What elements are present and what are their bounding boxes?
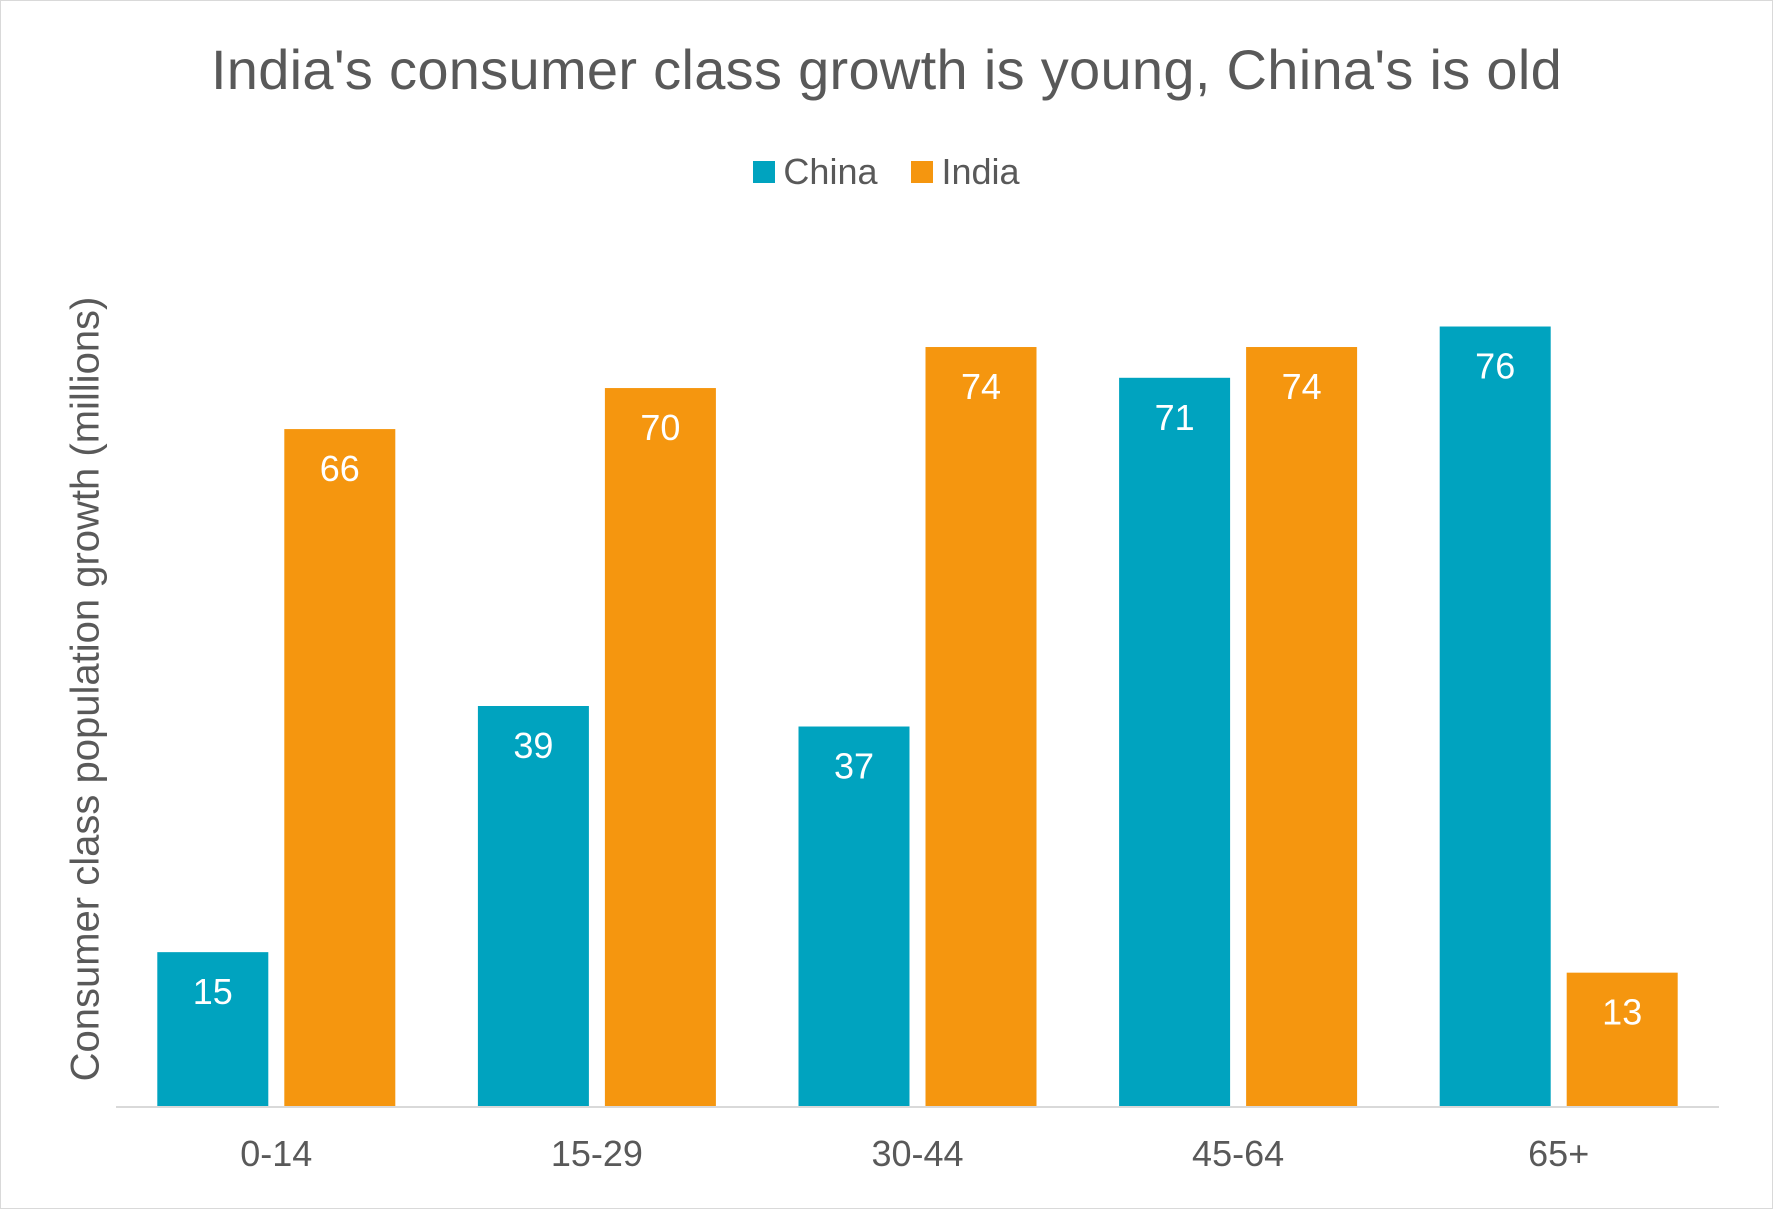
- chart-title: India's consumer class growth is young, …: [210, 38, 1563, 101]
- data-label-india-45-64: 74: [1282, 366, 1322, 407]
- data-label-china-45-64: 71: [1155, 397, 1195, 438]
- data-label-india-0-14: 66: [320, 448, 360, 489]
- legend-item-india: India: [911, 151, 1020, 193]
- bar-china-45-64: [1119, 377, 1231, 1106]
- legend-swatch-india: [911, 161, 934, 183]
- x-tick-label-0-14: 0-14: [240, 1133, 312, 1174]
- bar-india-30-44: [925, 347, 1037, 1106]
- bar-india-15-29: [604, 388, 716, 1106]
- bar-china-65+: [1439, 326, 1551, 1106]
- data-label-india-15-29: 70: [640, 407, 680, 448]
- bar-china-15-29: [477, 706, 589, 1106]
- legend-item-china: China: [753, 151, 877, 193]
- bar-india-45-64: [1246, 347, 1358, 1106]
- legend-label-china: China: [783, 151, 878, 192]
- data-label-india-30-44: 74: [961, 366, 1001, 407]
- data-label-china-65+: 76: [1475, 346, 1515, 387]
- data-label-india-65+: 13: [1602, 992, 1642, 1033]
- legend: China India: [1, 151, 1772, 193]
- bar-india-65+: [1566, 972, 1678, 1106]
- x-tick-label-65+: 65+: [1528, 1133, 1589, 1174]
- legend-swatch-china: [753, 161, 776, 183]
- bar-india-0-14: [284, 429, 396, 1107]
- legend-label-india: India: [941, 151, 1020, 192]
- bar-china-30-44: [798, 726, 910, 1106]
- x-tick-label-15-29: 15-29: [551, 1133, 643, 1174]
- data-label-china-15-29: 39: [513, 725, 553, 766]
- bar-china-0-14: [157, 952, 269, 1106]
- data-label-china-30-44: 37: [834, 746, 874, 787]
- data-label-china-0-14: 15: [193, 971, 233, 1012]
- x-tick-label-45-64: 45-64: [1192, 1133, 1284, 1174]
- x-tick-label-30-44: 30-44: [871, 1133, 963, 1174]
